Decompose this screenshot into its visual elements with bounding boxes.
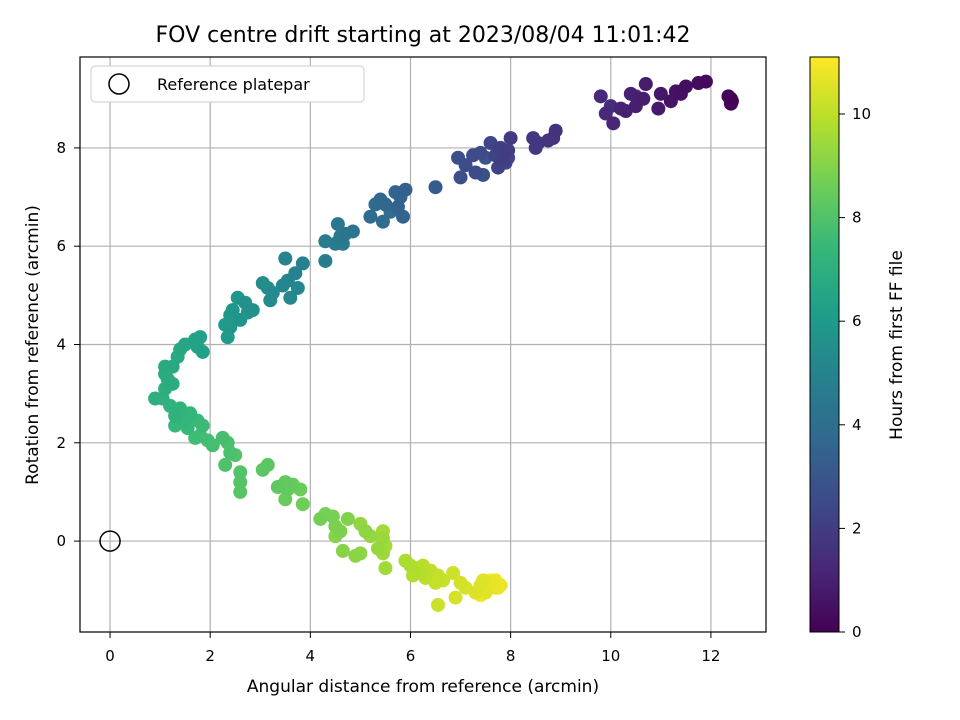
data-point xyxy=(233,475,248,490)
y-tick-label: 6 xyxy=(56,237,66,255)
data-point xyxy=(448,590,463,605)
data-point xyxy=(378,197,393,212)
data-point xyxy=(598,106,613,121)
data-point xyxy=(698,74,713,89)
data-point xyxy=(233,465,248,480)
data-point xyxy=(453,170,468,185)
colorbar-tick-label: 10 xyxy=(852,105,871,123)
data-point xyxy=(215,430,230,445)
data-point xyxy=(318,253,333,268)
data-point xyxy=(636,91,651,106)
data-point xyxy=(375,214,390,229)
y-axis-label: Rotation from reference (arcmin) xyxy=(23,205,43,485)
colorbar-ticks: 0 2 4 6 8 10 xyxy=(839,105,871,641)
y-axis-ticks: 0 2 4 6 8 xyxy=(56,139,80,550)
data-point xyxy=(653,86,668,101)
data-point xyxy=(378,561,393,576)
x-tick-label: 12 xyxy=(701,647,720,665)
data-point xyxy=(288,266,303,281)
data-point xyxy=(348,548,363,563)
data-point xyxy=(188,430,203,445)
data-point xyxy=(468,165,483,180)
data-point xyxy=(501,143,516,158)
data-point xyxy=(678,79,693,94)
data-point xyxy=(148,391,163,406)
data-point xyxy=(606,116,621,131)
y-tick-label: 2 xyxy=(56,434,66,452)
data-point xyxy=(330,217,345,232)
data-point xyxy=(233,484,248,499)
data-point xyxy=(345,224,360,239)
colorbar-tick-label: 4 xyxy=(852,416,862,434)
data-point xyxy=(398,553,413,568)
colorbar-tick-label: 0 xyxy=(852,623,862,641)
data-point xyxy=(225,303,240,318)
data-point xyxy=(335,543,350,558)
x-tick-label: 2 xyxy=(205,647,215,665)
x-tick-label: 8 xyxy=(506,647,516,665)
data-point xyxy=(370,541,385,556)
data-point xyxy=(290,280,305,295)
data-point xyxy=(283,290,298,305)
y-tick-label: 0 xyxy=(56,532,66,550)
data-point xyxy=(446,566,461,581)
data-point xyxy=(431,597,446,612)
data-point xyxy=(473,145,488,160)
x-tick-label: 0 xyxy=(105,647,115,665)
y-tick-label: 4 xyxy=(56,336,66,354)
data-point xyxy=(358,524,373,539)
data-point xyxy=(265,285,280,300)
data-point xyxy=(295,256,310,271)
colorbar-tick-label: 6 xyxy=(852,312,862,330)
x-tick-label: 6 xyxy=(406,647,416,665)
grid-lines xyxy=(80,57,766,632)
x-tick-label: 4 xyxy=(306,647,316,665)
data-point xyxy=(193,330,208,345)
x-axis-label: Angular distance from reference (arcmin) xyxy=(247,677,599,697)
legend-marker xyxy=(108,73,130,95)
data-point xyxy=(723,91,738,106)
data-point xyxy=(218,457,233,472)
data-point xyxy=(295,497,310,512)
data-points xyxy=(148,74,739,612)
legend-label: Reference platepar xyxy=(157,75,310,94)
colorbar-tick-label: 8 xyxy=(852,209,862,227)
chart-title: FOV centre drift starting at 2023/08/04 … xyxy=(156,23,691,48)
data-point xyxy=(458,158,473,173)
data-point xyxy=(195,344,210,359)
data-point xyxy=(313,511,328,526)
data-point xyxy=(638,77,653,92)
data-point xyxy=(453,575,468,590)
y-tick-label: 8 xyxy=(56,139,66,157)
colorbar-scale xyxy=(809,56,840,633)
data-point xyxy=(245,303,260,318)
data-point xyxy=(651,101,666,116)
colorbar-label: Hours from first FF file xyxy=(887,250,907,440)
data-point xyxy=(548,123,563,138)
data-point xyxy=(623,86,638,101)
data-point xyxy=(270,480,285,495)
data-point xyxy=(398,182,413,197)
x-tick-label: 10 xyxy=(601,647,620,665)
data-point xyxy=(428,180,443,195)
data-point xyxy=(340,511,355,526)
colorbar-tick-label: 2 xyxy=(852,519,862,537)
legend-box xyxy=(90,65,365,103)
legend: Reference platepar xyxy=(90,65,365,103)
reference-marker xyxy=(99,530,121,552)
data-point xyxy=(255,462,270,477)
data-point xyxy=(223,320,238,335)
data-point xyxy=(503,131,518,146)
colorbar: 0 2 4 6 8 10 Hours from first FF file xyxy=(809,56,907,641)
data-point xyxy=(363,209,378,224)
data-point xyxy=(593,89,608,104)
data-point xyxy=(278,251,293,266)
x-axis-ticks: 0 2 4 6 8 10 12 xyxy=(105,632,720,665)
